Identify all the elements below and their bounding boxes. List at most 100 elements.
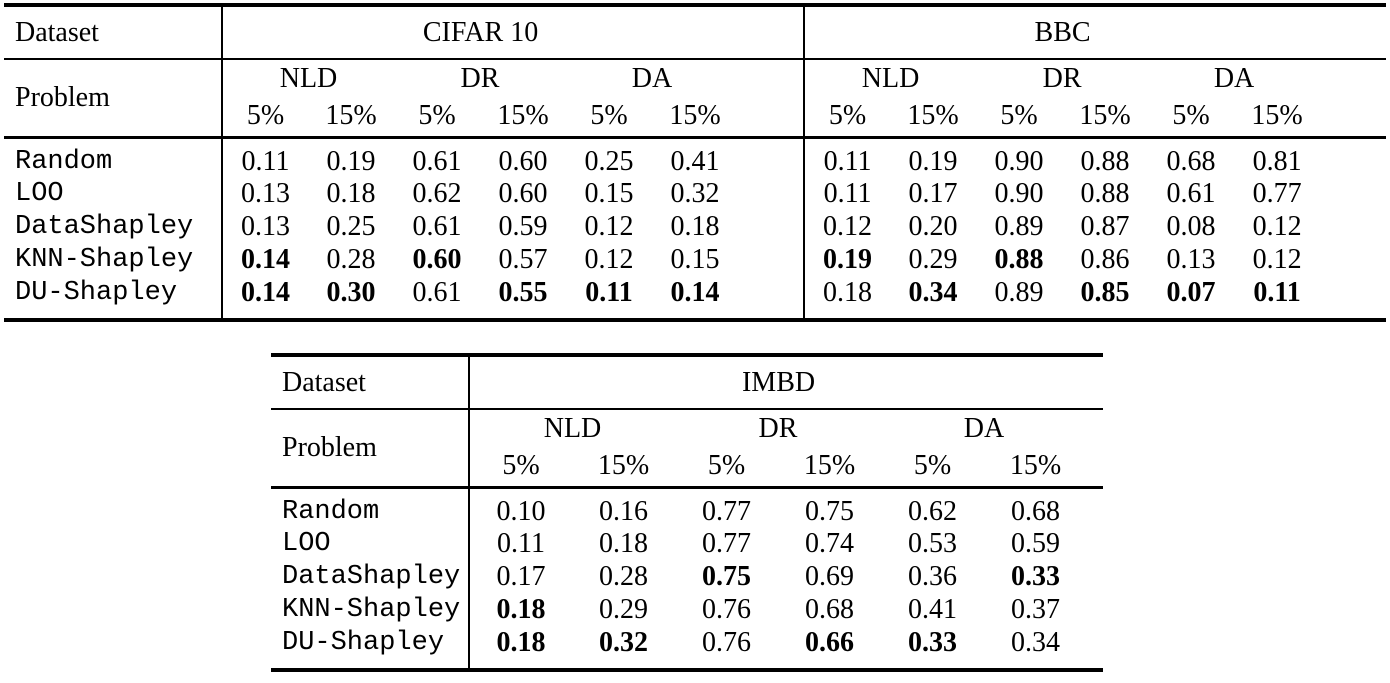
method-label: KNN-Shapley (15, 245, 194, 275)
value-cell: 0.14 (670, 276, 720, 308)
percent-header: 5% (394, 97, 480, 139)
value-cell: 0.55 (498, 276, 548, 308)
spacer-cell (738, 59, 804, 97)
value-cell: 0.62 (412, 178, 462, 209)
value-cell: 0.07 (1166, 276, 1216, 308)
value-cell: 0.11 (803, 137, 891, 178)
table-row: DataShapley 0.17 0.28 0.75 0.69 0.36 0.33 (271, 560, 1103, 594)
spacer-cell (1087, 487, 1103, 528)
value-cell: 0.68 (1166, 145, 1216, 177)
spacer-cell (1320, 211, 1386, 244)
value-cell: 0.59 (498, 211, 548, 242)
value-cell: 0.32 (670, 178, 720, 209)
problem-label: Problem (4, 59, 222, 139)
value-cell: 0.11 (1253, 276, 1301, 308)
table-row: DataShapley 0.13 0.25 0.61 0.59 0.12 0.18 0.12 0… (4, 210, 1386, 244)
dataset-header-row: Dataset IMBD (271, 355, 1104, 410)
percent-header: 15% (308, 97, 394, 139)
problem-group-header: NLD (803, 59, 977, 97)
value-cell: 0.12 (803, 210, 891, 244)
value-cell: 0.12 (584, 244, 634, 275)
percent-header: 15% (778, 447, 881, 489)
problem-group-row: Problem NLD DR DA NLD DR DA (4, 59, 1386, 139)
percent-header: 5% (566, 97, 652, 139)
dataset-label: Dataset (271, 355, 469, 410)
value-cell: 0.75 (702, 561, 751, 592)
value-cell: 0.74 (805, 528, 854, 559)
value-cell: 0.29 (908, 244, 958, 275)
problem-group-header: DA (631, 62, 673, 94)
table-row: KNN-Shapley 0.18 0.29 0.76 0.68 0.41 0.37 (271, 593, 1103, 627)
spacer-cell (1087, 409, 1103, 447)
value-cell: 0.89 (994, 211, 1044, 242)
problem-group-header: DA (1213, 62, 1255, 94)
value-cell: 0.59 (1011, 528, 1061, 559)
value-cell: 0.81 (1252, 145, 1302, 177)
value-cell: 0.11 (468, 527, 572, 561)
value-cell: 0.15 (584, 178, 634, 209)
table-row: Random 0.11 0.19 0.61 0.60 0.25 0.41 0.11 0.19 0.… (4, 137, 1386, 178)
dataset-name: CIFAR 10 (220, 5, 739, 60)
problem-label: Problem (271, 409, 469, 489)
spacer-cell (738, 244, 804, 277)
problem-group-header: NLD (468, 409, 675, 447)
problem-group-row: Problem NLD DR DA (271, 409, 1103, 489)
value-cell: 0.32 (599, 626, 648, 658)
problem-group-header: DR (1042, 62, 1082, 94)
spacer-cell (1320, 277, 1386, 320)
percent-header: 15% (984, 447, 1088, 489)
value-cell: 0.60 (498, 145, 548, 177)
method-label: DataShapley (15, 212, 194, 242)
value-cell: 0.29 (599, 594, 648, 625)
value-cell: 0.60 (498, 178, 548, 209)
percent-header: 15% (1234, 97, 1321, 139)
method-label: LOO (15, 179, 64, 209)
value-cell: 0.34 (1011, 626, 1061, 658)
value-cell: 0.11 (803, 177, 891, 211)
percent-header: 15% (1062, 97, 1149, 139)
problem-group-header: NLD (221, 59, 394, 97)
value-cell: 0.77 (702, 528, 751, 559)
spacer-cell (1320, 137, 1386, 178)
table-row: LOO 0.13 0.18 0.62 0.60 0.15 0.32 0.11 0.17 0.90 0… (4, 177, 1386, 211)
value-cell: 0.18 (326, 178, 376, 209)
value-cell: 0.13 (1166, 244, 1216, 275)
percent-header: 5% (468, 447, 572, 489)
value-cell: 0.87 (1080, 211, 1130, 242)
dataset-name: BBC (803, 5, 1321, 60)
value-cell: 0.61 (412, 276, 462, 308)
spacer-cell (738, 277, 804, 320)
value-cell: 0.13 (221, 210, 308, 244)
percent-header: 5% (1148, 97, 1235, 139)
spacer-cell (738, 97, 805, 139)
value-cell: 0.76 (702, 626, 751, 658)
dataset-name: IMBD (467, 355, 1088, 410)
value-cell: 0.13 (221, 177, 308, 211)
value-cell: 0.37 (1011, 594, 1061, 625)
value-cell: 0.90 (994, 145, 1044, 177)
value-cell: 0.18 (803, 276, 891, 320)
value-cell: 0.14 (221, 243, 308, 277)
problem-group-header: DA (963, 412, 1005, 444)
value-cell: 0.77 (702, 495, 751, 527)
value-cell: 0.18 (670, 211, 720, 242)
value-cell: 0.28 (326, 244, 376, 275)
value-cell: 0.11 (221, 137, 308, 178)
method-label: DU-Shapley (282, 627, 445, 658)
percent-header: 15% (480, 97, 566, 139)
method-label: KNN-Shapley (282, 595, 461, 625)
value-cell: 0.89 (994, 276, 1044, 308)
value-cell: 0.14 (221, 276, 308, 320)
value-cell: 0.18 (468, 626, 572, 670)
spacer-cell (738, 5, 805, 60)
value-cell: 0.62 (908, 495, 957, 527)
value-cell: 0.33 (908, 626, 957, 658)
method-label: LOO (282, 529, 331, 559)
problem-group-header: DR (758, 412, 798, 444)
spacer-cell (738, 211, 804, 244)
percent-header: 5% (675, 447, 778, 489)
table-row: KNN-Shapley 0.14 0.28 0.60 0.57 0.12 0.15 0.19 0… (4, 243, 1386, 277)
spacer-cell (1320, 59, 1386, 97)
spacer-cell (738, 137, 804, 178)
value-cell: 0.34 (908, 276, 958, 308)
